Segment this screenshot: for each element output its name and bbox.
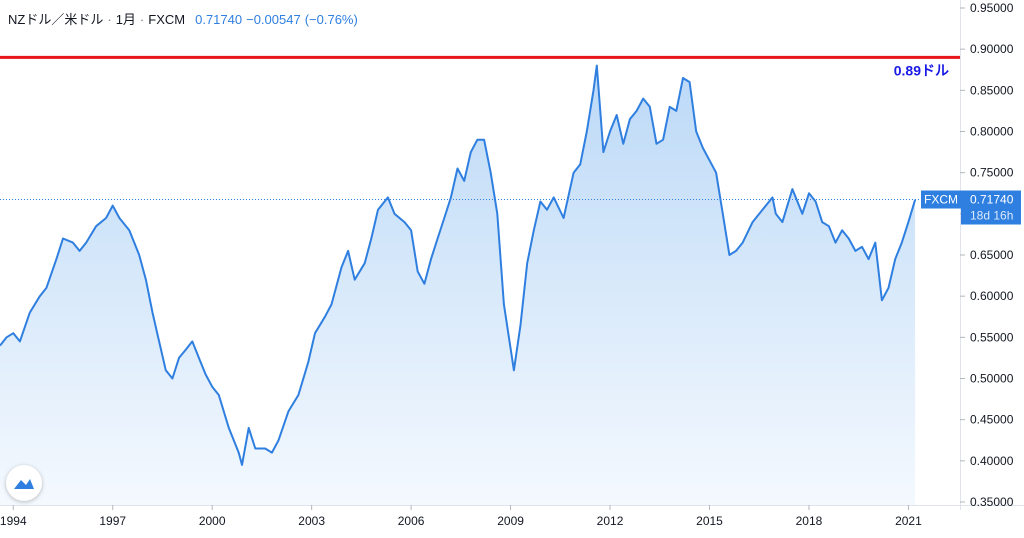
separator: · xyxy=(139,12,145,27)
separator: · xyxy=(107,12,112,27)
y-tick-label: 0.95000 xyxy=(970,1,1014,15)
price-change-percent: (−0.76%) xyxy=(304,12,358,27)
y-tick-label: 0.90000 xyxy=(970,42,1014,56)
y-tick-label: 0.60000 xyxy=(970,289,1014,303)
x-tick-label: 2012 xyxy=(597,514,624,528)
symbol-title[interactable]: NZドル／米ドル xyxy=(8,12,104,27)
price-change: −0.00547 xyxy=(246,12,301,27)
y-tick-label: 0.40000 xyxy=(970,454,1014,468)
x-tick-label: 2018 xyxy=(796,514,823,528)
x-tick-label: 2021 xyxy=(895,514,922,528)
chart-header: NZドル／米ドル · 1月 · FXCM 0.71740 −0.00547 (−… xyxy=(8,9,358,28)
y-tick-label: 0.85000 xyxy=(970,83,1014,97)
tradingview-logo-icon[interactable] xyxy=(6,465,42,501)
y-tick-label: 0.45000 xyxy=(970,413,1014,427)
price-tag-source-box xyxy=(921,190,961,209)
y-tick-label: 0.80000 xyxy=(970,125,1014,139)
x-tick-label: 2009 xyxy=(497,514,524,528)
last-price: 0.71740 xyxy=(195,12,243,27)
interval-label[interactable]: 1月 xyxy=(115,12,136,27)
price-tag-source: FXCM xyxy=(924,193,958,207)
reference-label: 0.89ドル xyxy=(894,62,949,78)
x-tick-label: 1997 xyxy=(99,514,126,528)
x-tick-label: 2000 xyxy=(199,514,226,528)
y-tick-label: 0.65000 xyxy=(970,248,1014,262)
y-tick-label: 0.35000 xyxy=(970,495,1014,509)
price-line xyxy=(0,64,917,466)
price-tag-countdown: 18d 16h xyxy=(970,209,1013,223)
price-tag-value: 0.71740 xyxy=(970,193,1014,207)
y-tick-label: 0.55000 xyxy=(970,330,1014,344)
y-tick-label: 0.50000 xyxy=(970,372,1014,386)
x-tick-label: 2015 xyxy=(696,514,723,528)
price-tag-box xyxy=(961,190,1021,225)
x-tick-label: 2003 xyxy=(298,514,325,528)
y-tick-label: 0.75000 xyxy=(970,166,1014,180)
x-tick-label: 1994 xyxy=(0,514,27,528)
x-tick-label: 2006 xyxy=(398,514,425,528)
price-area xyxy=(0,65,916,505)
source-label: FXCM xyxy=(148,12,186,27)
